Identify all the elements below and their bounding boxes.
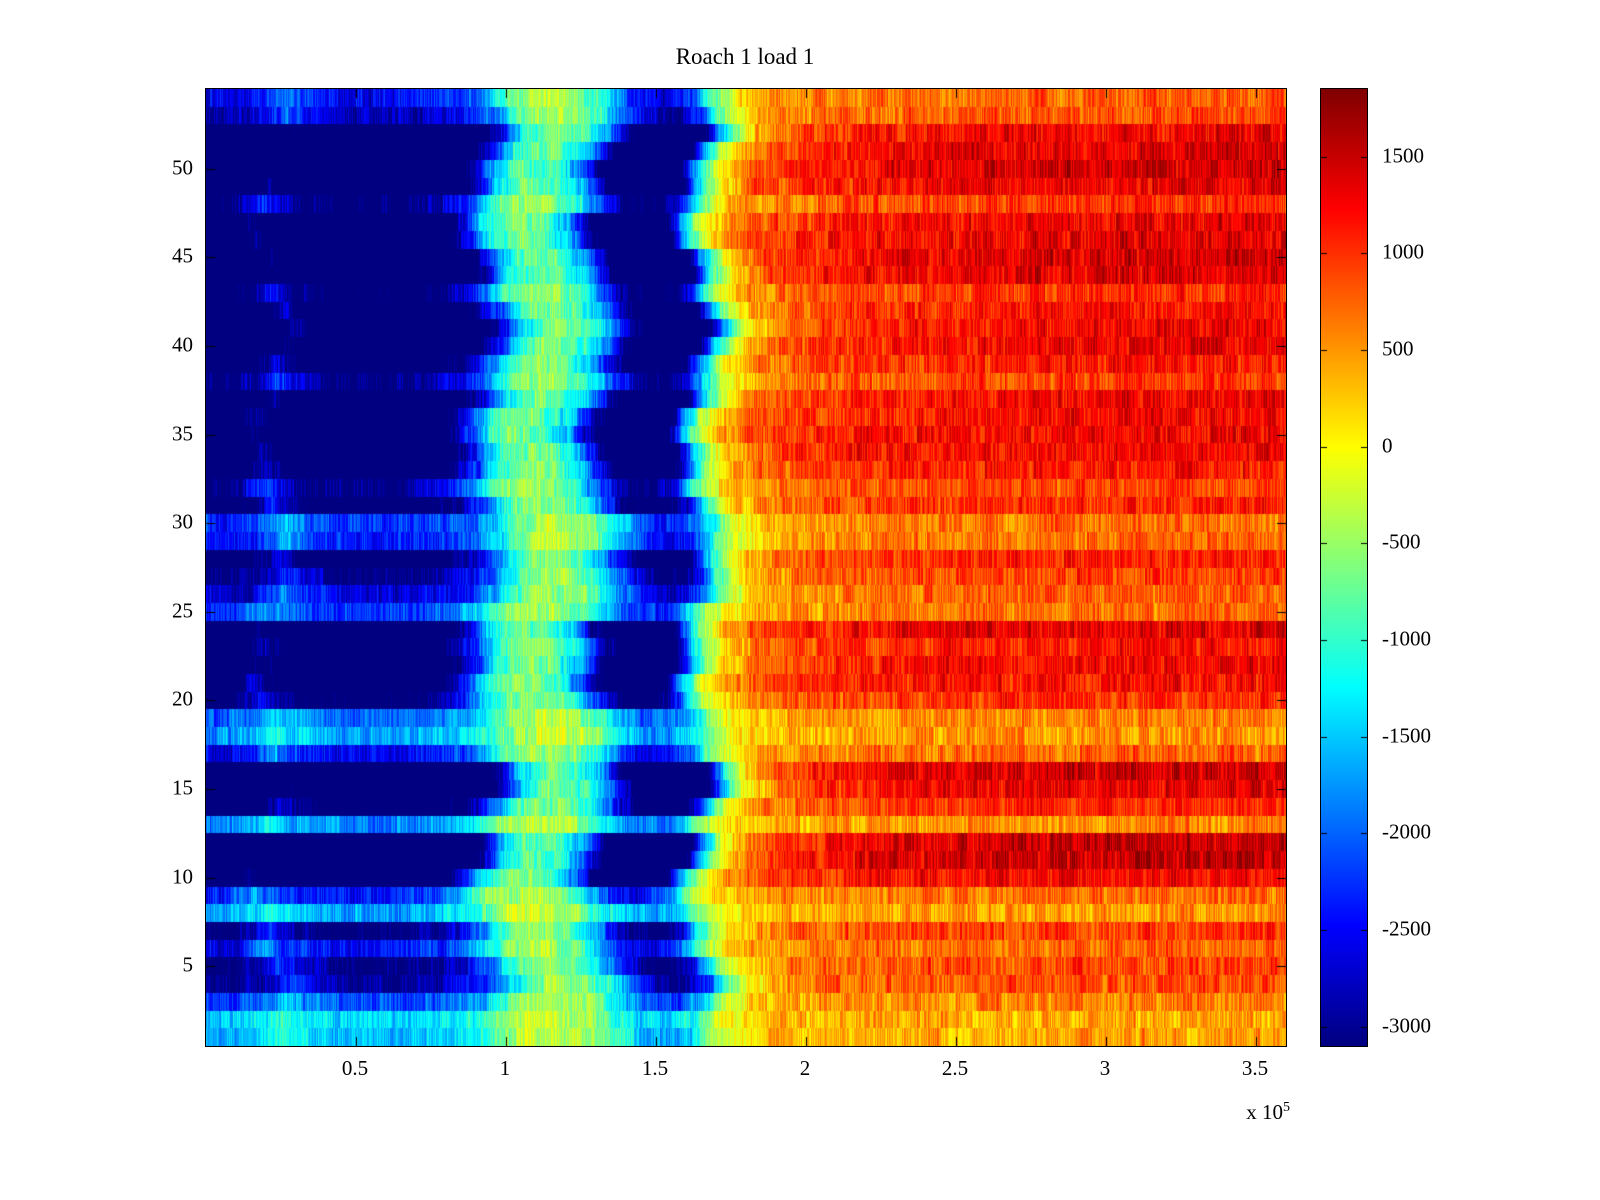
y-axis-tick-label: 25 xyxy=(172,598,193,623)
x-axis-tick-label: 1 xyxy=(499,1056,511,1080)
y-axis-tick-label: 50 xyxy=(172,155,193,180)
colorbar-tick-label: -3000 xyxy=(1382,1013,1431,1038)
x-axis-multiplier-prefix: x 10 xyxy=(1246,1100,1283,1124)
y-axis-tick-label: 20 xyxy=(172,686,193,711)
y-axis-tick-label: 40 xyxy=(172,332,193,357)
x-axis-tick-label: 2.5 xyxy=(941,1056,969,1080)
y-axis-tick-label: 10 xyxy=(172,864,193,889)
colorbar-tick-label: 0 xyxy=(1382,433,1393,458)
y-axis-tick-label: 30 xyxy=(172,509,193,534)
colorbar-tick-label: -1500 xyxy=(1382,723,1431,748)
colorbar-canvas xyxy=(1321,89,1367,1046)
colorbar-tick-label: 500 xyxy=(1382,336,1414,361)
colorbar-tick-label: -1000 xyxy=(1382,626,1431,651)
heatmap-canvas xyxy=(206,89,1286,1046)
x-axis-multiplier-exponent: 5 xyxy=(1283,1100,1290,1115)
colorbar-tick-label: -500 xyxy=(1382,529,1421,554)
colorbar-tick-label: 1500 xyxy=(1382,143,1424,168)
x-axis-tick-label: 3 xyxy=(1099,1056,1111,1080)
y-axis-tick-label: 5 xyxy=(182,952,194,977)
x-axis-multiplier-label: x 105 xyxy=(1185,1100,1290,1125)
y-axis-tick-label: 15 xyxy=(172,775,193,800)
chart-title: Roach 1 load 1 xyxy=(675,44,815,69)
colorbar-tick-label: -2000 xyxy=(1382,819,1431,844)
heatmap-plot-area xyxy=(205,88,1287,1047)
x-axis-tick-label: 0.5 xyxy=(341,1056,369,1080)
y-axis-tick-label: 35 xyxy=(172,421,193,446)
x-axis-tick-label: 2 xyxy=(799,1056,811,1080)
x-axis-tick-label: 1.5 xyxy=(641,1056,669,1080)
colorbar-tick-label: 1000 xyxy=(1382,239,1424,264)
x-axis-tick-label: 3.5 xyxy=(1241,1056,1269,1080)
colorbar xyxy=(1320,88,1368,1047)
colorbar-tick-label: -2500 xyxy=(1382,916,1431,941)
y-axis-tick-label: 45 xyxy=(172,243,193,268)
